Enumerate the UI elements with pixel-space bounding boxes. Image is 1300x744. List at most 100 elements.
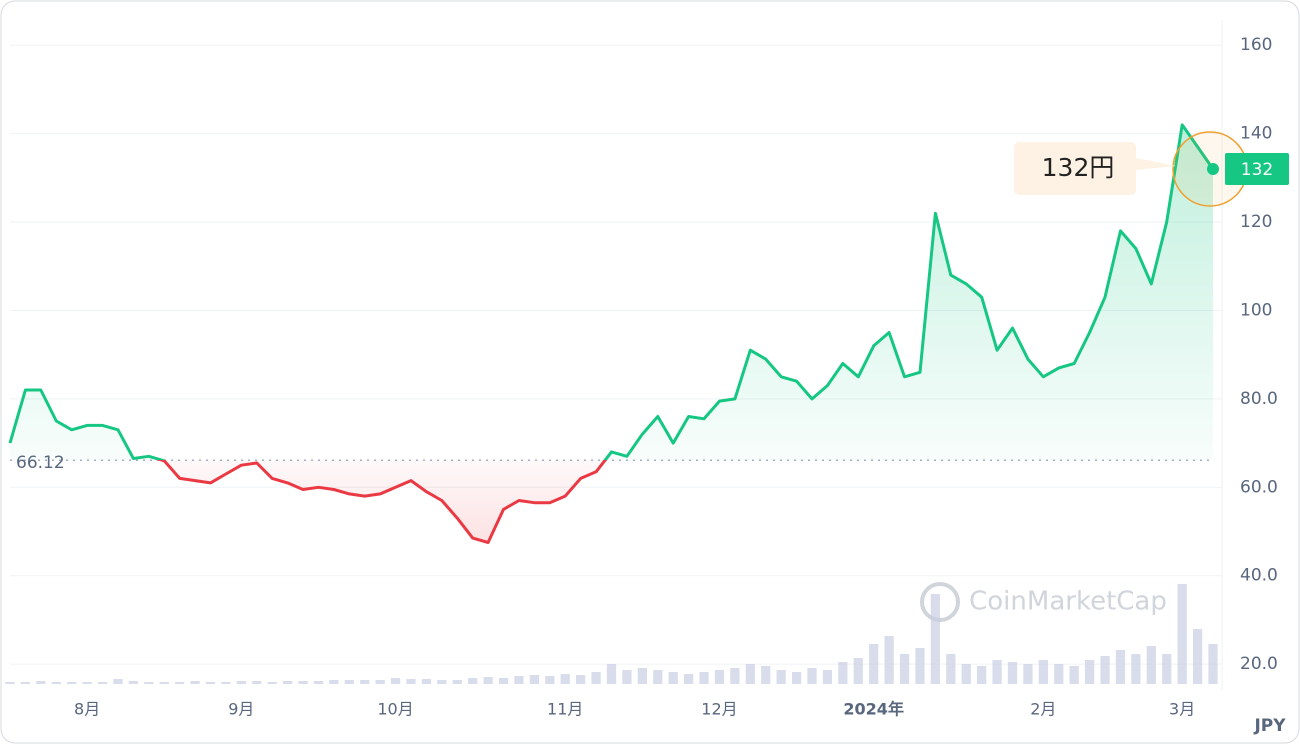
volume-bar: [5, 682, 15, 684]
y-tick-label: 40.0: [1240, 566, 1278, 586]
callout-label: 132円: [1042, 153, 1115, 182]
volume-bar: [730, 668, 740, 684]
volume-bar: [622, 670, 632, 684]
volume-bar: [221, 682, 231, 684]
volume-bar: [144, 682, 154, 684]
volume-bar: [36, 681, 46, 684]
volume-bar: [946, 654, 956, 684]
y-tick-label: 160: [1240, 35, 1272, 55]
volume-bar: [97, 682, 108, 684]
volume-bar: [282, 681, 293, 684]
volume-bar: [498, 678, 509, 684]
volume-bar: [1069, 666, 1079, 684]
volume-bar: [468, 678, 478, 684]
volume-bar: [576, 675, 586, 684]
volume-bar: [1131, 654, 1141, 684]
volume-bar: [807, 668, 817, 684]
y-tick-label: 80.0: [1240, 389, 1278, 409]
volume-bar: [699, 672, 709, 684]
volume-bar: [1038, 660, 1048, 684]
volume-bar: [128, 681, 139, 684]
price-tag-label: 132: [1241, 160, 1273, 180]
x-tick-label: 11月: [547, 700, 583, 719]
volume-bar: [529, 675, 540, 684]
volume-bar: [838, 662, 848, 684]
volume-bar: [1100, 656, 1110, 684]
volume-bar: [267, 682, 277, 684]
volume-bar: [761, 666, 771, 684]
volume-bar: [1054, 664, 1064, 684]
volume-bar: [51, 682, 61, 684]
price-line: [8, 123, 1215, 544]
x-tick-label: 9月: [228, 700, 254, 719]
volume-bar: [298, 681, 308, 684]
volume-bar: [961, 664, 971, 684]
x-tick-label: 3月: [1169, 700, 1195, 719]
volume-bar: [1023, 664, 1033, 684]
x-tick-label: 8月: [74, 700, 100, 719]
volume-bar: [1084, 660, 1095, 684]
volume-bar: [236, 681, 246, 684]
y-tick-label: 20.0: [1240, 654, 1278, 674]
volume-bar: [899, 654, 910, 684]
volume-bar: [776, 670, 786, 684]
volume-bar: [869, 644, 879, 684]
volume-bar: [822, 670, 833, 684]
volume-bar: [668, 672, 678, 684]
volume-bar: [745, 664, 755, 684]
x-tick-label: 12月: [701, 700, 737, 719]
volume-bar: [344, 680, 354, 684]
volume-bar: [1208, 644, 1218, 684]
volume-bar: [930, 594, 941, 684]
volume-bar: [1192, 629, 1203, 684]
volume-bar: [67, 682, 77, 684]
volume-bar: [884, 636, 894, 684]
watermark: CoinMarketCap: [969, 587, 1167, 617]
volume-bar: [791, 672, 802, 684]
volume-bar: [1177, 584, 1187, 684]
volume-bar: [637, 668, 647, 684]
volume-bar: [20, 682, 31, 684]
volume-bar: [992, 660, 1002, 684]
volume-bar: [360, 680, 370, 684]
volume-bar: [375, 680, 385, 684]
volume-bar: [113, 679, 123, 684]
volume-bar: [1115, 650, 1126, 684]
volume-bar: [313, 681, 324, 684]
volume-bar: [159, 682, 169, 684]
volume-bar: [1146, 646, 1156, 684]
y-tick-label: 60.0: [1240, 477, 1278, 497]
volume-bar: [452, 680, 462, 684]
current-dot: [1207, 162, 1219, 175]
y-tick-label: 120: [1240, 212, 1272, 232]
volume-bar: [175, 682, 185, 684]
volume-bar: [1162, 654, 1172, 684]
x-tick-label: 2月: [1030, 700, 1056, 719]
volume-bar: [606, 664, 617, 684]
volume-bar: [653, 670, 663, 684]
volume-bar: [82, 682, 92, 684]
x-tick-label: 10月: [377, 700, 413, 719]
volume-bar: [190, 681, 200, 684]
volume-bar: [683, 674, 694, 684]
volume-bar: [437, 680, 447, 684]
volume-bar: [591, 672, 601, 684]
volume-bar: [514, 676, 524, 684]
volume-bar: [1007, 662, 1018, 684]
volume-bar: [545, 676, 555, 684]
volume-bar: [560, 674, 570, 684]
callout: [1014, 142, 1176, 195]
volume-bar: [714, 670, 725, 684]
area: [10, 124, 1213, 543]
volume-bar: [390, 678, 401, 684]
volume-bar: [915, 648, 925, 684]
volume-bar: [483, 677, 493, 684]
x-tick-label: 2024年: [843, 700, 904, 719]
y-tick-label: 140: [1240, 124, 1272, 144]
price-tag: [1225, 153, 1289, 185]
volume-bar: [329, 680, 339, 684]
volume-bar: [977, 666, 987, 684]
volume-bar: [252, 681, 262, 684]
